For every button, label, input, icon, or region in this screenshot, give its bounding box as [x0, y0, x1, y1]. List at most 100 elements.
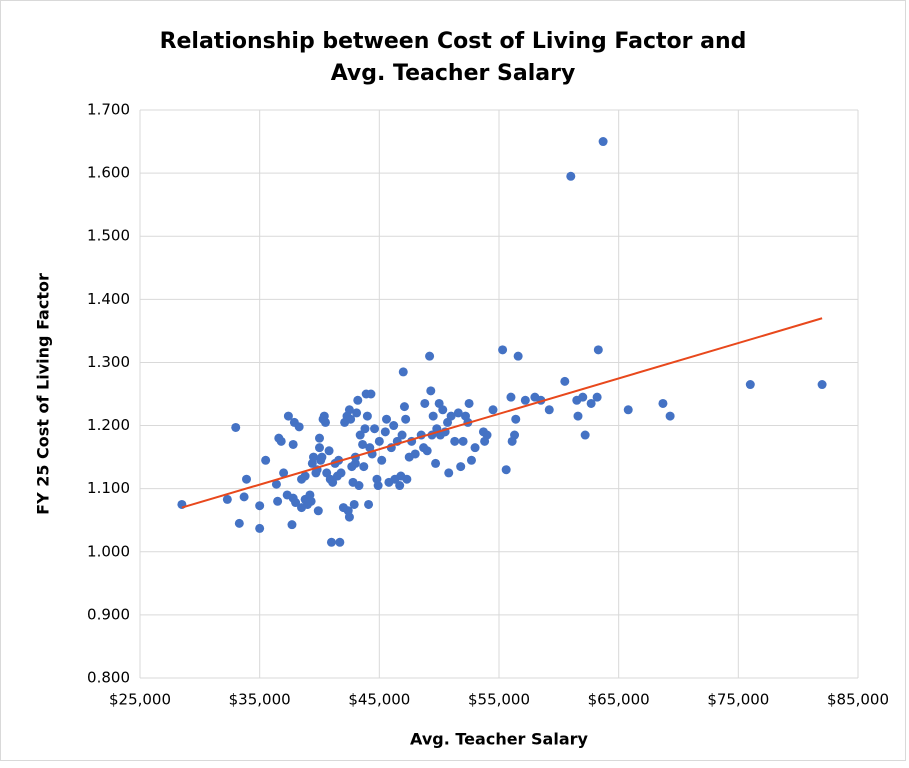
- x-tick-label: $25,000: [109, 691, 171, 709]
- point: [352, 408, 362, 418]
- trendline: [181, 317, 823, 509]
- point: [234, 518, 244, 528]
- point: [425, 351, 435, 361]
- point: [255, 523, 265, 533]
- point: [355, 430, 365, 440]
- point: [510, 430, 520, 440]
- x-axis-label: Avg. Teacher Salary: [410, 730, 588, 749]
- point: [315, 433, 324, 443]
- x-tick-label: $55,000: [468, 691, 530, 709]
- point: [501, 465, 511, 475]
- point: [374, 436, 384, 446]
- point: [358, 439, 368, 449]
- x-tick-label: $45,000: [348, 691, 410, 709]
- point: [344, 512, 354, 522]
- point: [580, 430, 590, 440]
- point: [438, 405, 448, 415]
- point: [276, 436, 286, 446]
- point: [450, 436, 460, 446]
- point: [488, 405, 498, 415]
- point: [398, 367, 408, 377]
- point: [592, 392, 602, 402]
- point: [665, 411, 675, 421]
- y-tick-label: 1.000: [87, 542, 130, 560]
- y-tick-label: 1.600: [87, 164, 130, 182]
- y-tick-label: 1.500: [87, 227, 130, 245]
- point: [353, 395, 363, 405]
- point: [623, 405, 633, 415]
- point: [294, 422, 304, 432]
- y-tick-label: 1.100: [87, 479, 130, 497]
- point: [328, 477, 338, 487]
- chart-title: Avg. Teacher Salary: [331, 61, 576, 86]
- y-tick-label: 1.400: [87, 290, 130, 308]
- point: [271, 479, 281, 489]
- point: [578, 392, 588, 402]
- point: [359, 462, 369, 472]
- point: [222, 494, 232, 504]
- point: [658, 398, 668, 408]
- point: [231, 422, 241, 432]
- point: [544, 405, 554, 415]
- point: [346, 414, 356, 424]
- point: [287, 520, 297, 530]
- point: [362, 411, 372, 421]
- point: [320, 417, 330, 427]
- point: [306, 496, 316, 506]
- x-tick-label: $75,000: [707, 691, 769, 709]
- x-tick-label: $65,000: [588, 691, 650, 709]
- x-tick-label: $85,000: [827, 691, 889, 709]
- point: [364, 499, 374, 509]
- point: [560, 376, 570, 386]
- point: [373, 481, 383, 491]
- point: [261, 455, 271, 465]
- point: [344, 405, 354, 415]
- point: [350, 458, 360, 468]
- point: [317, 452, 327, 462]
- point: [464, 398, 474, 408]
- point: [428, 411, 438, 421]
- point: [422, 446, 432, 456]
- point: [513, 351, 523, 361]
- point: [586, 398, 596, 408]
- point: [300, 471, 310, 481]
- point: [426, 386, 436, 396]
- y-tick-label: 1.700: [87, 101, 130, 119]
- point: [402, 474, 412, 484]
- point: [506, 392, 516, 402]
- y-tick-label: 1.200: [87, 416, 130, 434]
- point: [598, 137, 608, 147]
- point: [458, 436, 468, 446]
- y-axis-label: FY 25 Cost of Living Factor: [34, 273, 53, 515]
- point: [255, 501, 265, 511]
- y-tick-label: 0.800: [87, 669, 130, 687]
- x-tick-label: $35,000: [229, 691, 291, 709]
- point: [817, 380, 827, 390]
- point: [410, 449, 420, 459]
- point: [431, 458, 441, 468]
- point: [395, 481, 405, 491]
- point: [511, 414, 521, 424]
- point: [453, 408, 463, 418]
- point: [420, 398, 430, 408]
- point: [466, 455, 476, 465]
- point: [291, 498, 301, 508]
- point: [273, 496, 283, 506]
- point: [444, 468, 454, 478]
- point: [482, 430, 492, 440]
- chart-title: Relationship between Cost of Living Fact…: [160, 29, 747, 54]
- point: [288, 439, 298, 449]
- point: [397, 430, 407, 440]
- point: [382, 414, 392, 424]
- y-tick-label: 1.300: [87, 353, 130, 371]
- point: [470, 443, 480, 453]
- point: [399, 402, 409, 412]
- point: [377, 455, 387, 465]
- point: [745, 380, 755, 390]
- point: [498, 345, 508, 355]
- point: [313, 506, 323, 516]
- point: [349, 499, 359, 509]
- y-tick-label: 0.900: [87, 605, 130, 623]
- point: [566, 171, 576, 181]
